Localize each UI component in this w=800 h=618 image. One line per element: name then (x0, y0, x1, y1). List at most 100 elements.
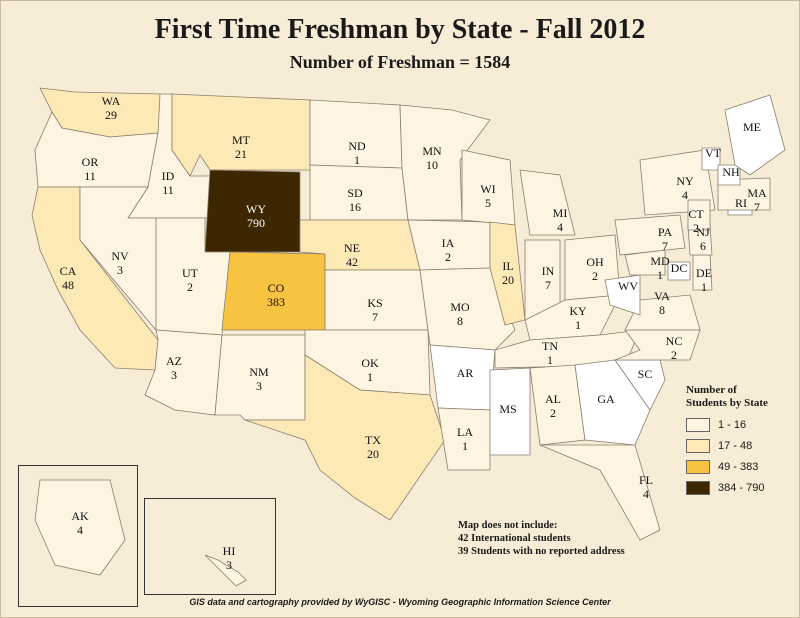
legend-swatch (686, 460, 710, 474)
state-label: CO (268, 281, 285, 295)
state-label: WY (246, 202, 266, 216)
hawaii-inset (144, 498, 276, 595)
state-count: 2 (693, 221, 699, 235)
state-label: KY (569, 304, 587, 318)
state-count: 4 (77, 523, 83, 537)
state-label: WV (618, 279, 638, 293)
legend-title: Number of Students by State (686, 384, 796, 410)
state-label: VA (654, 289, 670, 303)
state-count: 5 (485, 196, 491, 210)
state-label: CT (688, 207, 704, 221)
state-me (724, 94, 786, 176)
state-il (489, 221, 526, 326)
state-label: WI (480, 182, 495, 196)
state-label: AL (545, 392, 561, 406)
state-count: 1 (701, 280, 707, 294)
state-count: 3 (256, 379, 262, 393)
legend-item: 17 - 48 (686, 437, 796, 455)
state-count: 7 (662, 239, 668, 253)
state-label: DE (696, 266, 712, 280)
state-count: 11 (84, 169, 96, 183)
state-la (437, 407, 491, 471)
state-count: 1 (354, 153, 360, 167)
legend-item: 49 - 383 (686, 458, 796, 476)
legend-title-line1: Number of (686, 384, 737, 396)
state-count: 20 (367, 447, 379, 461)
state-label: FL (639, 473, 653, 487)
note-line: 42 International students (458, 533, 571, 544)
legend: Number of Students by State 1 - 16 17 - … (686, 384, 796, 500)
state-label: NJ (696, 225, 710, 239)
state-label: VT (705, 146, 722, 160)
state-label: NC (666, 334, 683, 348)
state-count: 8 (457, 314, 463, 328)
state-count: 2 (671, 348, 677, 362)
state-count: 20 (502, 273, 514, 287)
state-label: WA (102, 94, 121, 108)
state-count: 2 (187, 280, 193, 294)
state-fl (539, 444, 661, 541)
state-count: 4 (643, 487, 649, 501)
legend-label: 384 - 790 (718, 482, 765, 494)
state-label: RI (735, 196, 747, 210)
state-label: SC (638, 367, 653, 381)
state-count: 7 (372, 310, 378, 324)
state-ny (639, 149, 716, 216)
legend-label: 17 - 48 (718, 440, 753, 452)
note-line: 39 Students with no reported address (458, 546, 625, 557)
legend-swatch (686, 481, 710, 495)
state-label: OR (82, 155, 99, 169)
state-label: IL (502, 259, 513, 273)
state-label: MA (747, 186, 767, 200)
state-label: MD (650, 254, 670, 268)
state-label: NY (676, 174, 694, 188)
state-mi (519, 169, 576, 236)
state-dc (667, 261, 691, 281)
state-count: 16 (349, 200, 361, 214)
legend-title-line2: Students by State (686, 397, 768, 409)
exclusion-note: Map does not include: 42 International s… (458, 519, 625, 558)
state-ms (489, 367, 531, 456)
state-label: UT (182, 266, 199, 280)
map-title: First Time Freshman by State - Fall 2012 (154, 14, 646, 45)
state-label: PA (658, 225, 673, 239)
state-count: 2 (445, 250, 451, 264)
state-ct (687, 199, 711, 231)
state-label: NE (344, 241, 360, 255)
state-label: CA (60, 264, 77, 278)
legend-label: 1 - 16 (718, 419, 747, 431)
state-count: 790 (247, 216, 265, 230)
state-count: 1 (367, 370, 373, 384)
state-count: 2 (550, 406, 556, 420)
state-count: 4 (682, 188, 688, 202)
state-label: ID (162, 169, 175, 183)
state-label: ME (743, 120, 761, 134)
state-label: OK (361, 356, 379, 370)
state-label: TN (542, 339, 558, 353)
state-count: 21 (235, 147, 247, 161)
state-count: 42 (346, 255, 358, 269)
state-label: AK (71, 509, 89, 523)
state-count: 7 (754, 200, 760, 214)
state-count: 11 (162, 183, 174, 197)
state-nh (717, 164, 741, 186)
state-count: 1 (462, 439, 468, 453)
state-ga (574, 359, 651, 446)
state-label: NV (111, 249, 129, 263)
state-count: 1 (547, 353, 553, 367)
state-label: GA (597, 392, 615, 406)
state-count: 4 (557, 220, 563, 234)
legend-item: 1 - 16 (686, 416, 796, 434)
legend-swatch (686, 439, 710, 453)
state-label: IA (442, 236, 455, 250)
legend-item: 384 - 790 (686, 479, 796, 497)
state-tx (244, 354, 446, 521)
state-label: MI (553, 206, 568, 220)
state-label: OH (586, 255, 604, 269)
state-count: 2 (592, 269, 598, 283)
state-mn (399, 104, 491, 221)
state-count: 29 (105, 108, 117, 122)
state-count: 48 (62, 278, 74, 292)
state-label: KS (367, 296, 382, 310)
